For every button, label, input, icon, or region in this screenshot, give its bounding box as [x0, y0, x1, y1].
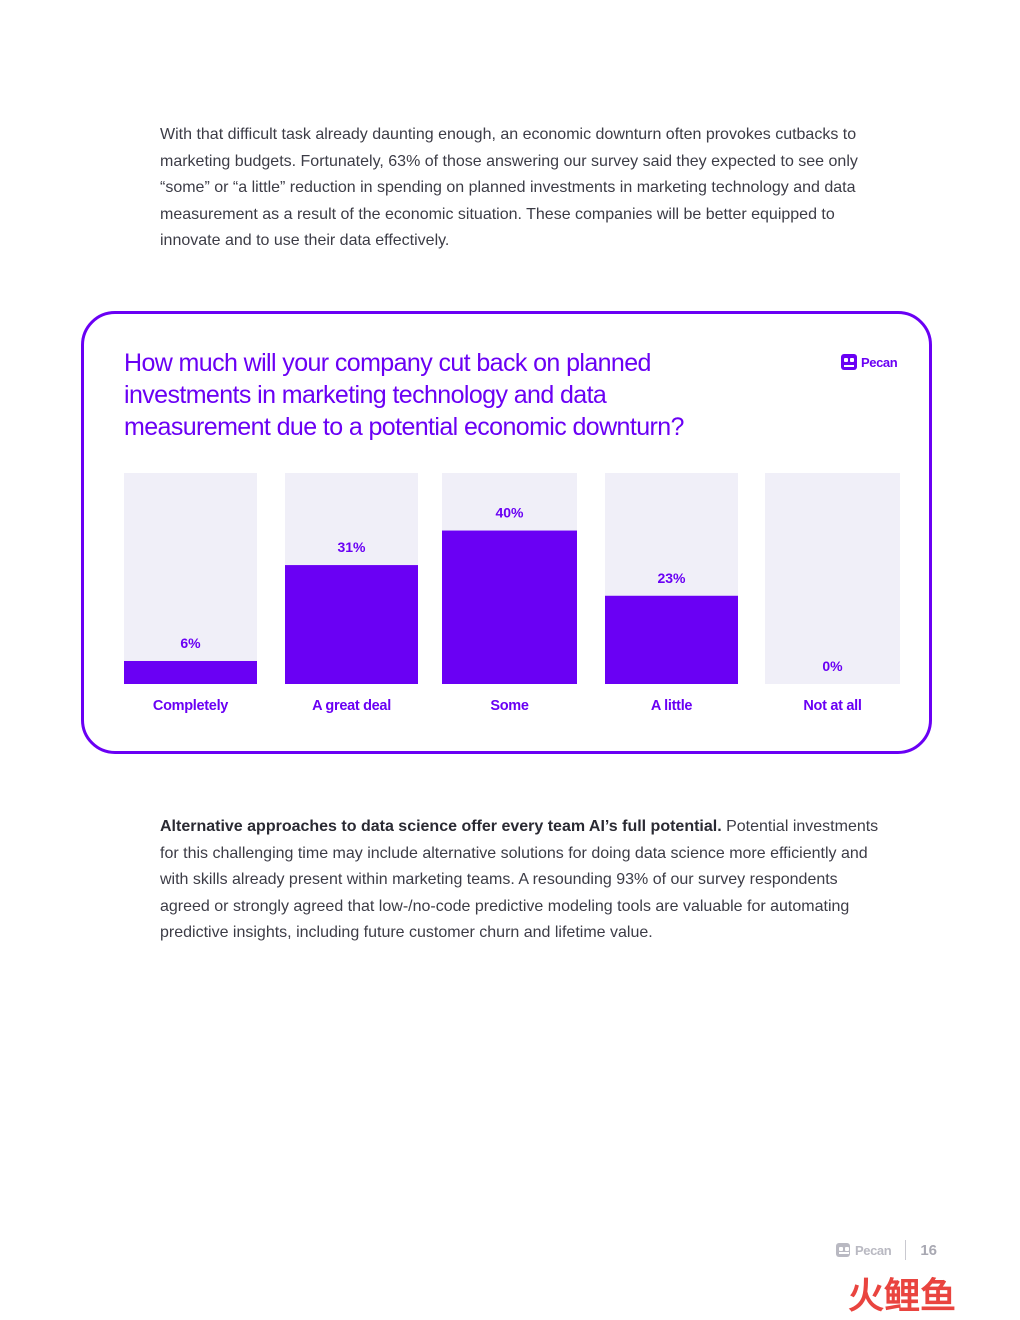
footer-pecan-logo-icon — [836, 1243, 850, 1257]
watermark-text: 火鲤鱼 — [848, 1276, 956, 1314]
closing-paragraph-lead: Alternative approaches to data science o… — [160, 818, 722, 835]
closing-paragraph-body: Potential investments for this challengi… — [160, 818, 879, 942]
chart-title: How much will your company cut back on p… — [124, 349, 684, 441]
intro-paragraph: With that difficult task already dauntin… — [160, 126, 858, 250]
value-label-3: 40% — [495, 505, 524, 521]
footer-divider — [905, 1240, 907, 1260]
category-label-5: Not at all — [803, 698, 861, 714]
watermark-logo: 火鲤鱼 — [848, 1276, 956, 1314]
value-label-1: 6% — [180, 635, 201, 651]
bar-chart: 6% Completely 31% A great deal 40% Some 23% A l… — [124, 473, 900, 714]
chart-brand-name: Pecan — [861, 354, 898, 370]
bar-4 — [605, 595, 738, 684]
value-label-4: 23% — [657, 570, 686, 586]
value-label-2: 31% — [337, 539, 366, 555]
footer-brand-name: Pecan — [855, 1242, 892, 1258]
bar-1 — [124, 660, 257, 684]
bar-2 — [285, 565, 418, 684]
bar-3 — [442, 530, 577, 684]
category-label-1: Completely — [153, 698, 228, 714]
page-number: 16 — [920, 1241, 937, 1259]
chart-brand: Pecan — [841, 354, 898, 370]
pecan-logo-icon — [841, 354, 857, 370]
category-label-3: Some — [490, 698, 529, 714]
value-label-5: 0% — [822, 658, 843, 674]
closing-paragraph: Alternative approaches to data science o… — [160, 814, 880, 947]
page-footer: Pecan 16 — [836, 1240, 937, 1260]
bar-track-1 — [124, 473, 257, 684]
category-label-2: A great deal — [312, 698, 391, 714]
bar-track-5 — [765, 473, 900, 684]
category-label-4: A little — [651, 698, 693, 714]
chart-card: How much will your company cut back on p… — [81, 311, 932, 754]
